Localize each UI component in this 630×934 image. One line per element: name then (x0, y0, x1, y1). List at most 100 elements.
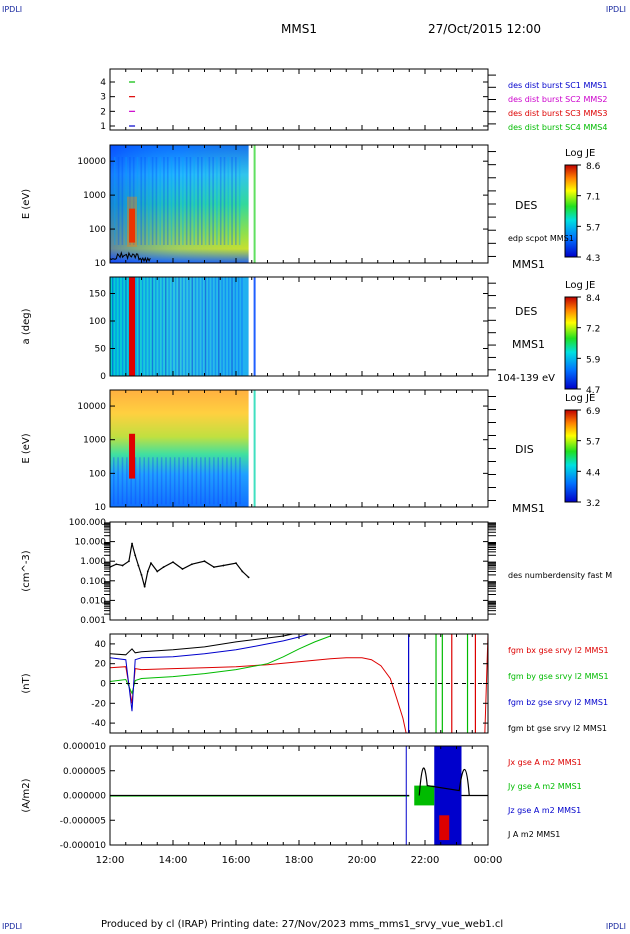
density-point (140, 573, 143, 576)
pitch-gap (250, 277, 254, 376)
dis-energy-ytick-label: 10000 (77, 402, 106, 412)
density-point (121, 564, 124, 567)
pitch-streak (221, 277, 223, 376)
pitch-streak (208, 277, 210, 376)
density-ytick-label: 0.100 (80, 577, 106, 587)
pitch-streak (181, 277, 184, 376)
burst-legend-entry: des dist burst SC3 MMS3 (508, 109, 607, 118)
bfield-series-group (110, 634, 488, 733)
corner-mark-top-right: IPDLI (605, 5, 626, 14)
current-ylabel: (A/m2) (21, 778, 32, 812)
dis-gap (250, 390, 254, 507)
pitch-streak (198, 277, 200, 376)
pitch-streak (155, 277, 157, 376)
des-streak (216, 157, 218, 245)
density-ytick-label: 0.001 (80, 616, 106, 626)
bfield-legend-entry: fgm bt gse srvy l2 MMS1 (508, 724, 607, 733)
burst-ytick-label: 2 (100, 107, 106, 117)
des-hot-spot (129, 208, 136, 243)
pitch-colorbar-label: 8.4 (586, 294, 601, 304)
des-energy-sc: MMS1 (512, 258, 545, 271)
density-ytick-label: 0.010 (80, 596, 106, 606)
pitch-ylabel: a (deg) (21, 308, 32, 344)
pitch-streak (218, 277, 220, 376)
des-streak (200, 157, 203, 245)
dis-streak (204, 457, 206, 505)
pitch-energy-range: 104-139 eV (497, 373, 555, 384)
dis-energy-sc: MMS1 (512, 502, 545, 515)
plot-title: MMS1 (281, 22, 317, 36)
density-point (115, 563, 118, 566)
bfield-trace (110, 635, 331, 695)
current-legend-entry: J A m2 MMS1 (507, 830, 560, 839)
dis-energy-colorbar-label: 5.7 (586, 438, 600, 448)
density-point (162, 566, 165, 569)
pitch-tail (253, 277, 256, 376)
des-streak (193, 157, 196, 245)
des-streak (197, 157, 199, 245)
dis-streak (178, 457, 180, 505)
des-energy-instrument: DES (515, 199, 537, 212)
dis-streak (130, 457, 132, 505)
dis-streak (121, 457, 124, 505)
spectrogram-fills (110, 145, 256, 507)
pitch-streak (148, 277, 150, 376)
corner-mark-top-left: IPDLI (2, 5, 23, 14)
bfield-legend-entry: fgm bz gse srvy l2 MMS1 (508, 698, 608, 707)
pitch-hot-band (129, 277, 136, 376)
dis-streak (169, 457, 172, 505)
corner-mark-bottom-left: IPDLI (2, 922, 23, 931)
pitch-streak (178, 277, 180, 376)
pitch-colorbar-title: Log JE (565, 280, 595, 291)
density-point (150, 562, 152, 564)
burst-legend-entry: des dist burst SC1 MMS1 (508, 81, 607, 90)
des-streak (208, 157, 211, 245)
pitch-streak (188, 277, 190, 376)
des-energy-colorbar-label: 4.3 (586, 254, 600, 264)
density-point (172, 561, 174, 563)
time-tick-label: 22:00 (411, 855, 440, 866)
dis-energy-instrument: DIS (515, 443, 534, 456)
pitch-streak (174, 277, 177, 376)
current-burst-jy (414, 785, 435, 806)
pitch-streak (161, 277, 164, 376)
density-point (146, 570, 149, 573)
current-ytick-label: -0.000005 (60, 816, 106, 826)
scpot-trace (109, 250, 151, 263)
des-streak (227, 157, 230, 245)
pitch-streak (115, 277, 117, 376)
dis-streak (139, 457, 141, 505)
pitch-streak (237, 277, 240, 376)
pitch-streak (125, 277, 127, 376)
pitch-colorbar (564, 296, 578, 390)
current-legend-entry: Jz gse A m2 MMS1 (507, 806, 581, 815)
des-streak (155, 157, 158, 245)
density-point (191, 563, 193, 566)
pitch-streak (191, 277, 193, 376)
pitch-ytick-label: 100 (89, 317, 106, 327)
des-streak (189, 157, 192, 245)
pitch-streak (118, 277, 121, 376)
des-energy-colorbar-label: 5.7 (586, 223, 600, 233)
time-tick-label: 12:00 (96, 855, 125, 866)
des-streak (151, 157, 154, 245)
pitch-instrument: DES (515, 305, 537, 318)
current-ytick-label: -0.000010 (60, 841, 106, 851)
des-warm-halo (127, 196, 138, 247)
des-streak (136, 157, 139, 245)
pitch-streak (201, 277, 203, 376)
dis-streak (191, 457, 193, 505)
des-energy-ytick-label: 100 (89, 225, 106, 235)
dis-energy-colorbar-title: Log JE (565, 393, 595, 404)
dis-streak (217, 457, 219, 505)
pitch-streak (224, 277, 227, 376)
density-ytick-label: 10.000 (75, 538, 107, 548)
dis-streak (187, 457, 189, 505)
dis-streak (200, 457, 202, 505)
series-traces (109, 81, 488, 845)
pitch-streak (211, 277, 213, 376)
dis-streak (113, 457, 115, 505)
des-gap (250, 145, 254, 263)
pitch-colorbar-label: 7.2 (586, 325, 600, 335)
des-streak (174, 157, 177, 245)
